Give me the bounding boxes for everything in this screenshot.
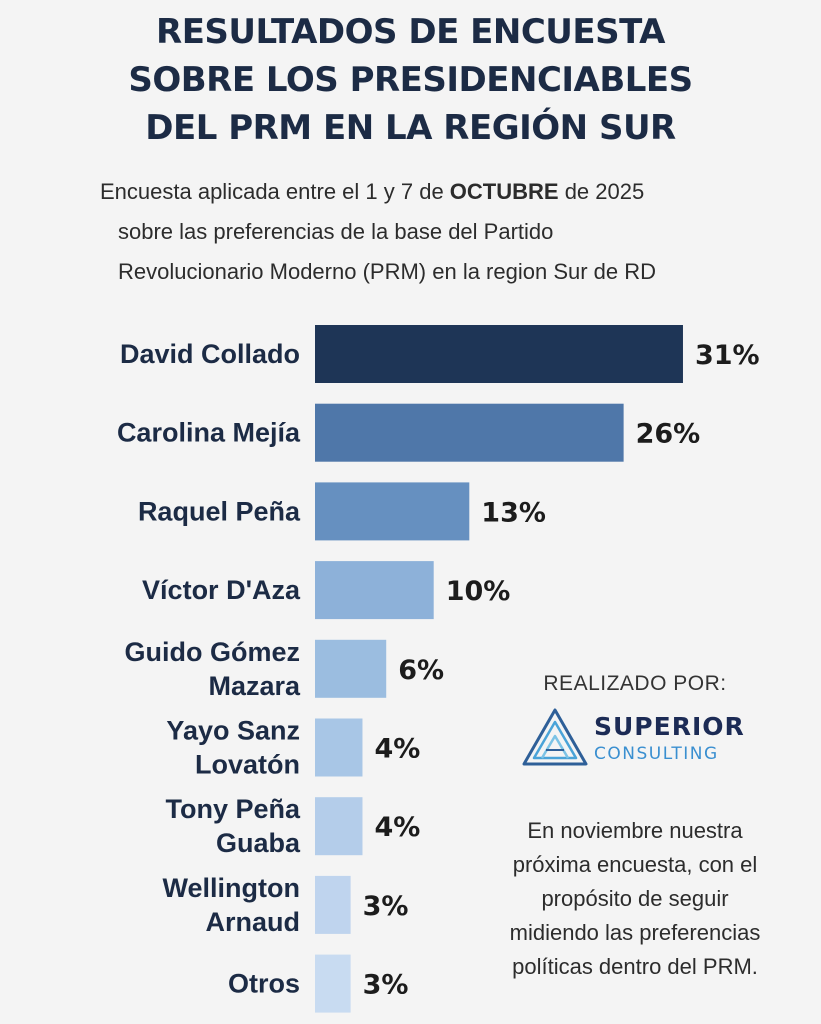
category-label-9: Otros	[228, 969, 300, 999]
value-label-4: 10%	[446, 576, 511, 607]
title-line-2: SOBRE LOS PRESIDENCIABLES	[128, 60, 693, 100]
category-label-7-line-2: Guaba	[216, 828, 301, 858]
superior-consulting-logo: SUPERIOR CONSULTING	[520, 706, 760, 770]
title-line-3: DEL PRM EN LA REGIÓN SUR	[145, 108, 676, 148]
category-label-4: Víctor D'Aza	[142, 575, 301, 605]
category-label-7-line-1: Tony Peña	[165, 794, 301, 824]
category-label-8-line-1: Wellington	[163, 873, 300, 903]
value-label-2: 26%	[636, 419, 701, 450]
value-label-3: 13%	[481, 497, 546, 528]
value-label-7: 4%	[374, 812, 420, 843]
footer-note: En noviembre nuestra próxima encuesta, c…	[509, 818, 761, 979]
category-label-8-line-2: Arnaud	[206, 907, 301, 937]
bar-4	[315, 561, 434, 620]
category-label-6-line-2: Lovatón	[195, 750, 300, 780]
value-label-9: 3%	[363, 970, 409, 1001]
value-label-6: 4%	[374, 734, 420, 765]
subtitle-line-1-post: de 2025	[558, 179, 645, 204]
category-label-1: David Collado	[120, 339, 300, 369]
category-label-2: Carolina Mejía	[117, 418, 301, 448]
subtitle-month: OCTUBRE	[449, 179, 559, 204]
category-label-3: Raquel Peña	[138, 496, 301, 526]
category-label-5-line-1: Guido Gómez	[125, 637, 301, 667]
chart-subtitle: Encuesta aplicada entre el 1 y 7 de OCTU…	[0, 172, 821, 292]
subtitle-line-1-pre: Encuesta aplicada entre el 1 y 7 de	[100, 179, 450, 204]
category-label-6-line-1: Yayo Sanz	[166, 716, 300, 746]
logo-subtitle: CONSULTING	[594, 744, 719, 764]
bar-9	[315, 954, 351, 1013]
chart-title: RESULTADOS DE ENCUESTA SOBRE LOS PRESIDE…	[0, 8, 821, 152]
bar-5	[315, 639, 387, 698]
value-label-1: 31%	[695, 340, 760, 371]
logo-mark-icon	[522, 708, 588, 766]
bar-1	[315, 325, 683, 383]
credit-label: REALIZADO POR:	[543, 672, 727, 695]
value-label-8: 3%	[363, 891, 409, 922]
subtitle-line-1: Encuesta aplicada entre el 1 y 7 de OCTU…	[0, 172, 821, 212]
value-label-5: 6%	[398, 655, 444, 686]
subtitle-line-2: sobre las preferencias de la base del Pa…	[118, 219, 554, 244]
bar-2	[315, 403, 624, 462]
subtitle-line-3: Revolucionario Moderno (PRM) en la regio…	[118, 259, 657, 284]
logo-name: SUPERIOR	[594, 712, 745, 741]
bar-chart: 31% David Collado 26% Carolina Mejía 13% Raqu…	[117, 325, 760, 1013]
bar-6	[315, 718, 363, 777]
bar-7	[315, 797, 363, 856]
bar-3	[315, 482, 470, 541]
bar-8	[315, 875, 351, 934]
category-label-5-line-2: Mazara	[208, 671, 301, 701]
title-line-1: RESULTADOS DE ENCUESTA	[156, 12, 665, 52]
